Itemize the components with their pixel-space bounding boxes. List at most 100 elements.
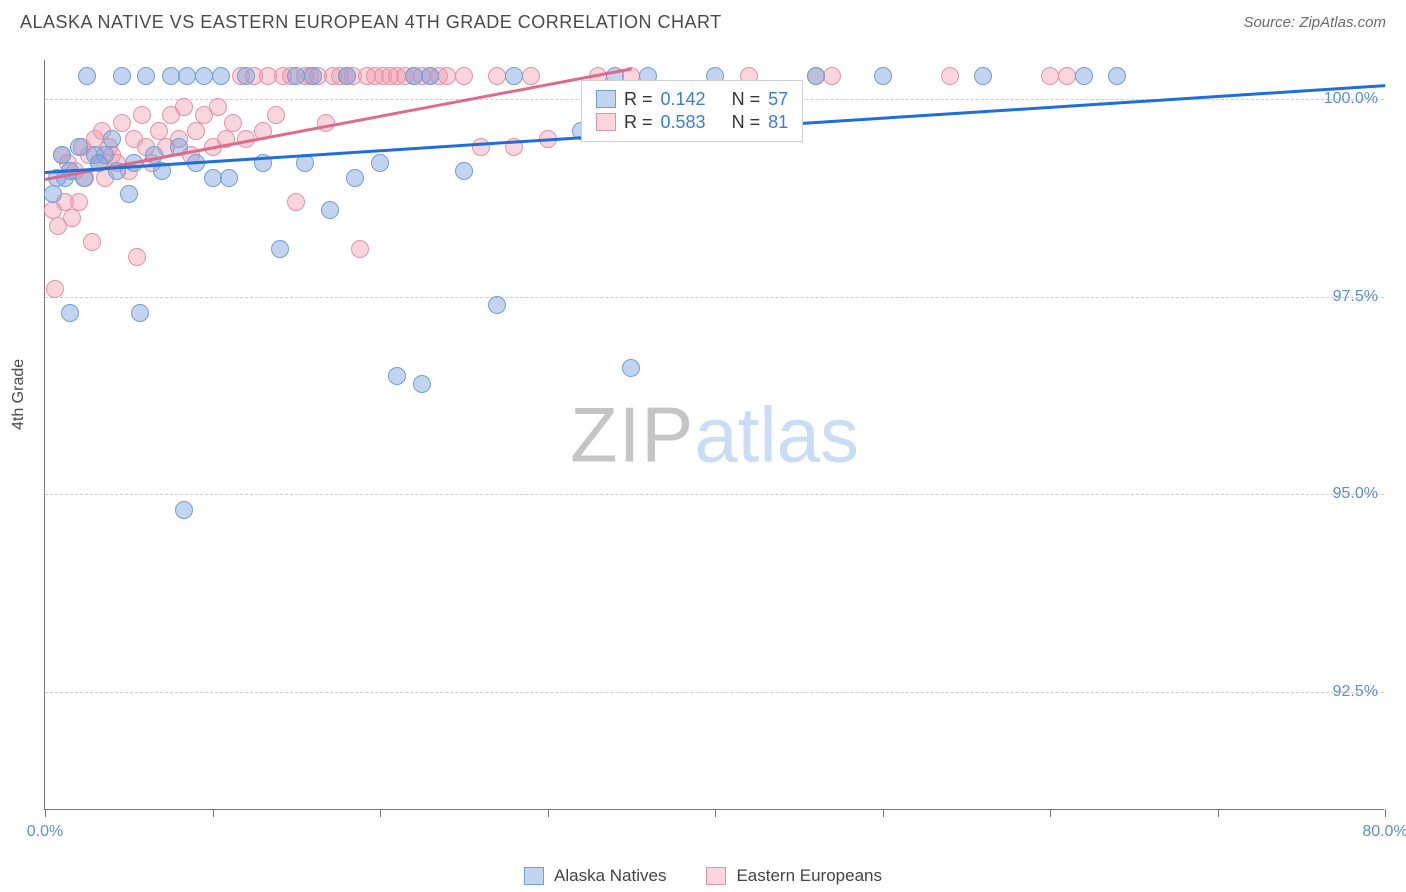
y-tick-label: 92.5% — [1333, 683, 1378, 701]
x-tick — [380, 809, 381, 817]
series-a-point — [237, 67, 255, 85]
series-a-point — [44, 185, 62, 203]
gridline — [45, 692, 1384, 693]
series-b-point — [438, 67, 456, 85]
series-b-point — [455, 67, 473, 85]
trend-line-b — [45, 68, 632, 181]
gridline — [45, 297, 1384, 298]
series-a-point — [220, 169, 238, 187]
x-tick — [213, 809, 214, 817]
series-a-point — [70, 138, 88, 156]
series-a-point — [874, 67, 892, 85]
series-a-point — [78, 67, 96, 85]
series-a-point — [162, 67, 180, 85]
series-a-point — [1075, 67, 1093, 85]
series-a-point — [421, 67, 439, 85]
series-b-point — [209, 98, 227, 116]
series-b-point — [133, 106, 151, 124]
series-b-point — [224, 114, 242, 132]
x-tick — [883, 809, 884, 817]
stats-swatch — [596, 113, 616, 131]
series-a-point — [204, 169, 222, 187]
series-a-point — [120, 185, 138, 203]
series-a-point — [405, 67, 423, 85]
x-tick — [45, 809, 46, 817]
stats-swatch — [596, 90, 616, 108]
source-attribution: Source: ZipAtlas.com — [1243, 14, 1386, 31]
gridline — [45, 494, 1384, 495]
series-a-point — [113, 67, 131, 85]
scatter-chart: ZIPatlas 92.5%95.0%97.5%100.0%0.0%80.0%R… — [44, 60, 1384, 810]
series-a-point — [271, 240, 289, 258]
y-tick-label: 100.0% — [1324, 90, 1378, 108]
series-a-point — [103, 130, 121, 148]
x-tick — [1385, 809, 1386, 817]
series-a-point — [96, 146, 114, 164]
series-a-point — [1108, 67, 1126, 85]
series-a-point — [195, 67, 213, 85]
stats-box: R = 0.142 N = 57R = 0.583 N = 81 — [581, 80, 803, 142]
series-b-point — [287, 193, 305, 211]
series-b-point — [488, 67, 506, 85]
x-tick — [1050, 809, 1051, 817]
stats-row: R = 0.583 N = 81 — [596, 112, 788, 133]
x-tick-label: 80.0% — [1362, 823, 1406, 841]
series-a-point — [371, 154, 389, 172]
series-a-point — [178, 67, 196, 85]
series-b-point — [113, 114, 131, 132]
series-a-point — [137, 67, 155, 85]
series-b-point — [83, 233, 101, 251]
series-b-point — [267, 106, 285, 124]
series-a-point — [287, 67, 305, 85]
series-a-point — [455, 162, 473, 180]
watermark-part2: atlas — [694, 390, 859, 478]
legend-label-a: Alaska Natives — [554, 866, 666, 886]
legend-swatch-b — [706, 867, 726, 885]
series-a-point — [807, 67, 825, 85]
series-b-point — [187, 122, 205, 140]
chart-header: ALASKA NATIVE VS EASTERN EUROPEAN 4TH GR… — [0, 0, 1406, 41]
series-a-point — [212, 67, 230, 85]
series-a-point — [505, 67, 523, 85]
series-b-point — [823, 67, 841, 85]
series-b-point — [351, 240, 369, 258]
x-tick — [548, 809, 549, 817]
series-a-point — [131, 304, 149, 322]
series-a-point — [338, 67, 356, 85]
legend-item-a: Alaska Natives — [524, 866, 666, 886]
series-a-point — [488, 296, 506, 314]
series-a-point — [346, 169, 364, 187]
series-b-point — [1041, 67, 1059, 85]
series-b-point — [46, 280, 64, 298]
legend-item-b: Eastern Europeans — [706, 866, 882, 886]
series-a-point — [974, 67, 992, 85]
series-b-point — [63, 209, 81, 227]
legend-swatch-a — [524, 867, 544, 885]
series-b-point — [175, 98, 193, 116]
series-b-point — [472, 138, 490, 156]
chart-title: ALASKA NATIVE VS EASTERN EUROPEAN 4TH GR… — [20, 12, 722, 33]
series-a-point — [388, 367, 406, 385]
x-tick — [715, 809, 716, 817]
legend-label-b: Eastern Europeans — [736, 866, 882, 886]
watermark-part1: ZIP — [570, 390, 694, 478]
series-a-point — [622, 359, 640, 377]
series-a-point — [304, 67, 322, 85]
x-tick — [1218, 809, 1219, 817]
y-tick-label: 97.5% — [1333, 288, 1378, 306]
series-b-point — [522, 67, 540, 85]
series-b-point — [128, 248, 146, 266]
x-tick-label: 0.0% — [27, 823, 63, 841]
series-b-point — [70, 193, 88, 211]
series-b-point — [941, 67, 959, 85]
stats-row: R = 0.142 N = 57 — [596, 89, 788, 110]
series-a-point — [321, 201, 339, 219]
series-a-point — [61, 304, 79, 322]
series-b-point — [1058, 67, 1076, 85]
y-axis-label: 4th Grade — [10, 359, 28, 430]
watermark: ZIPatlas — [570, 389, 859, 480]
chart-legend: Alaska Natives Eastern Europeans — [524, 866, 882, 886]
series-a-point — [175, 501, 193, 519]
series-a-point — [413, 375, 431, 393]
y-tick-label: 95.0% — [1333, 485, 1378, 503]
